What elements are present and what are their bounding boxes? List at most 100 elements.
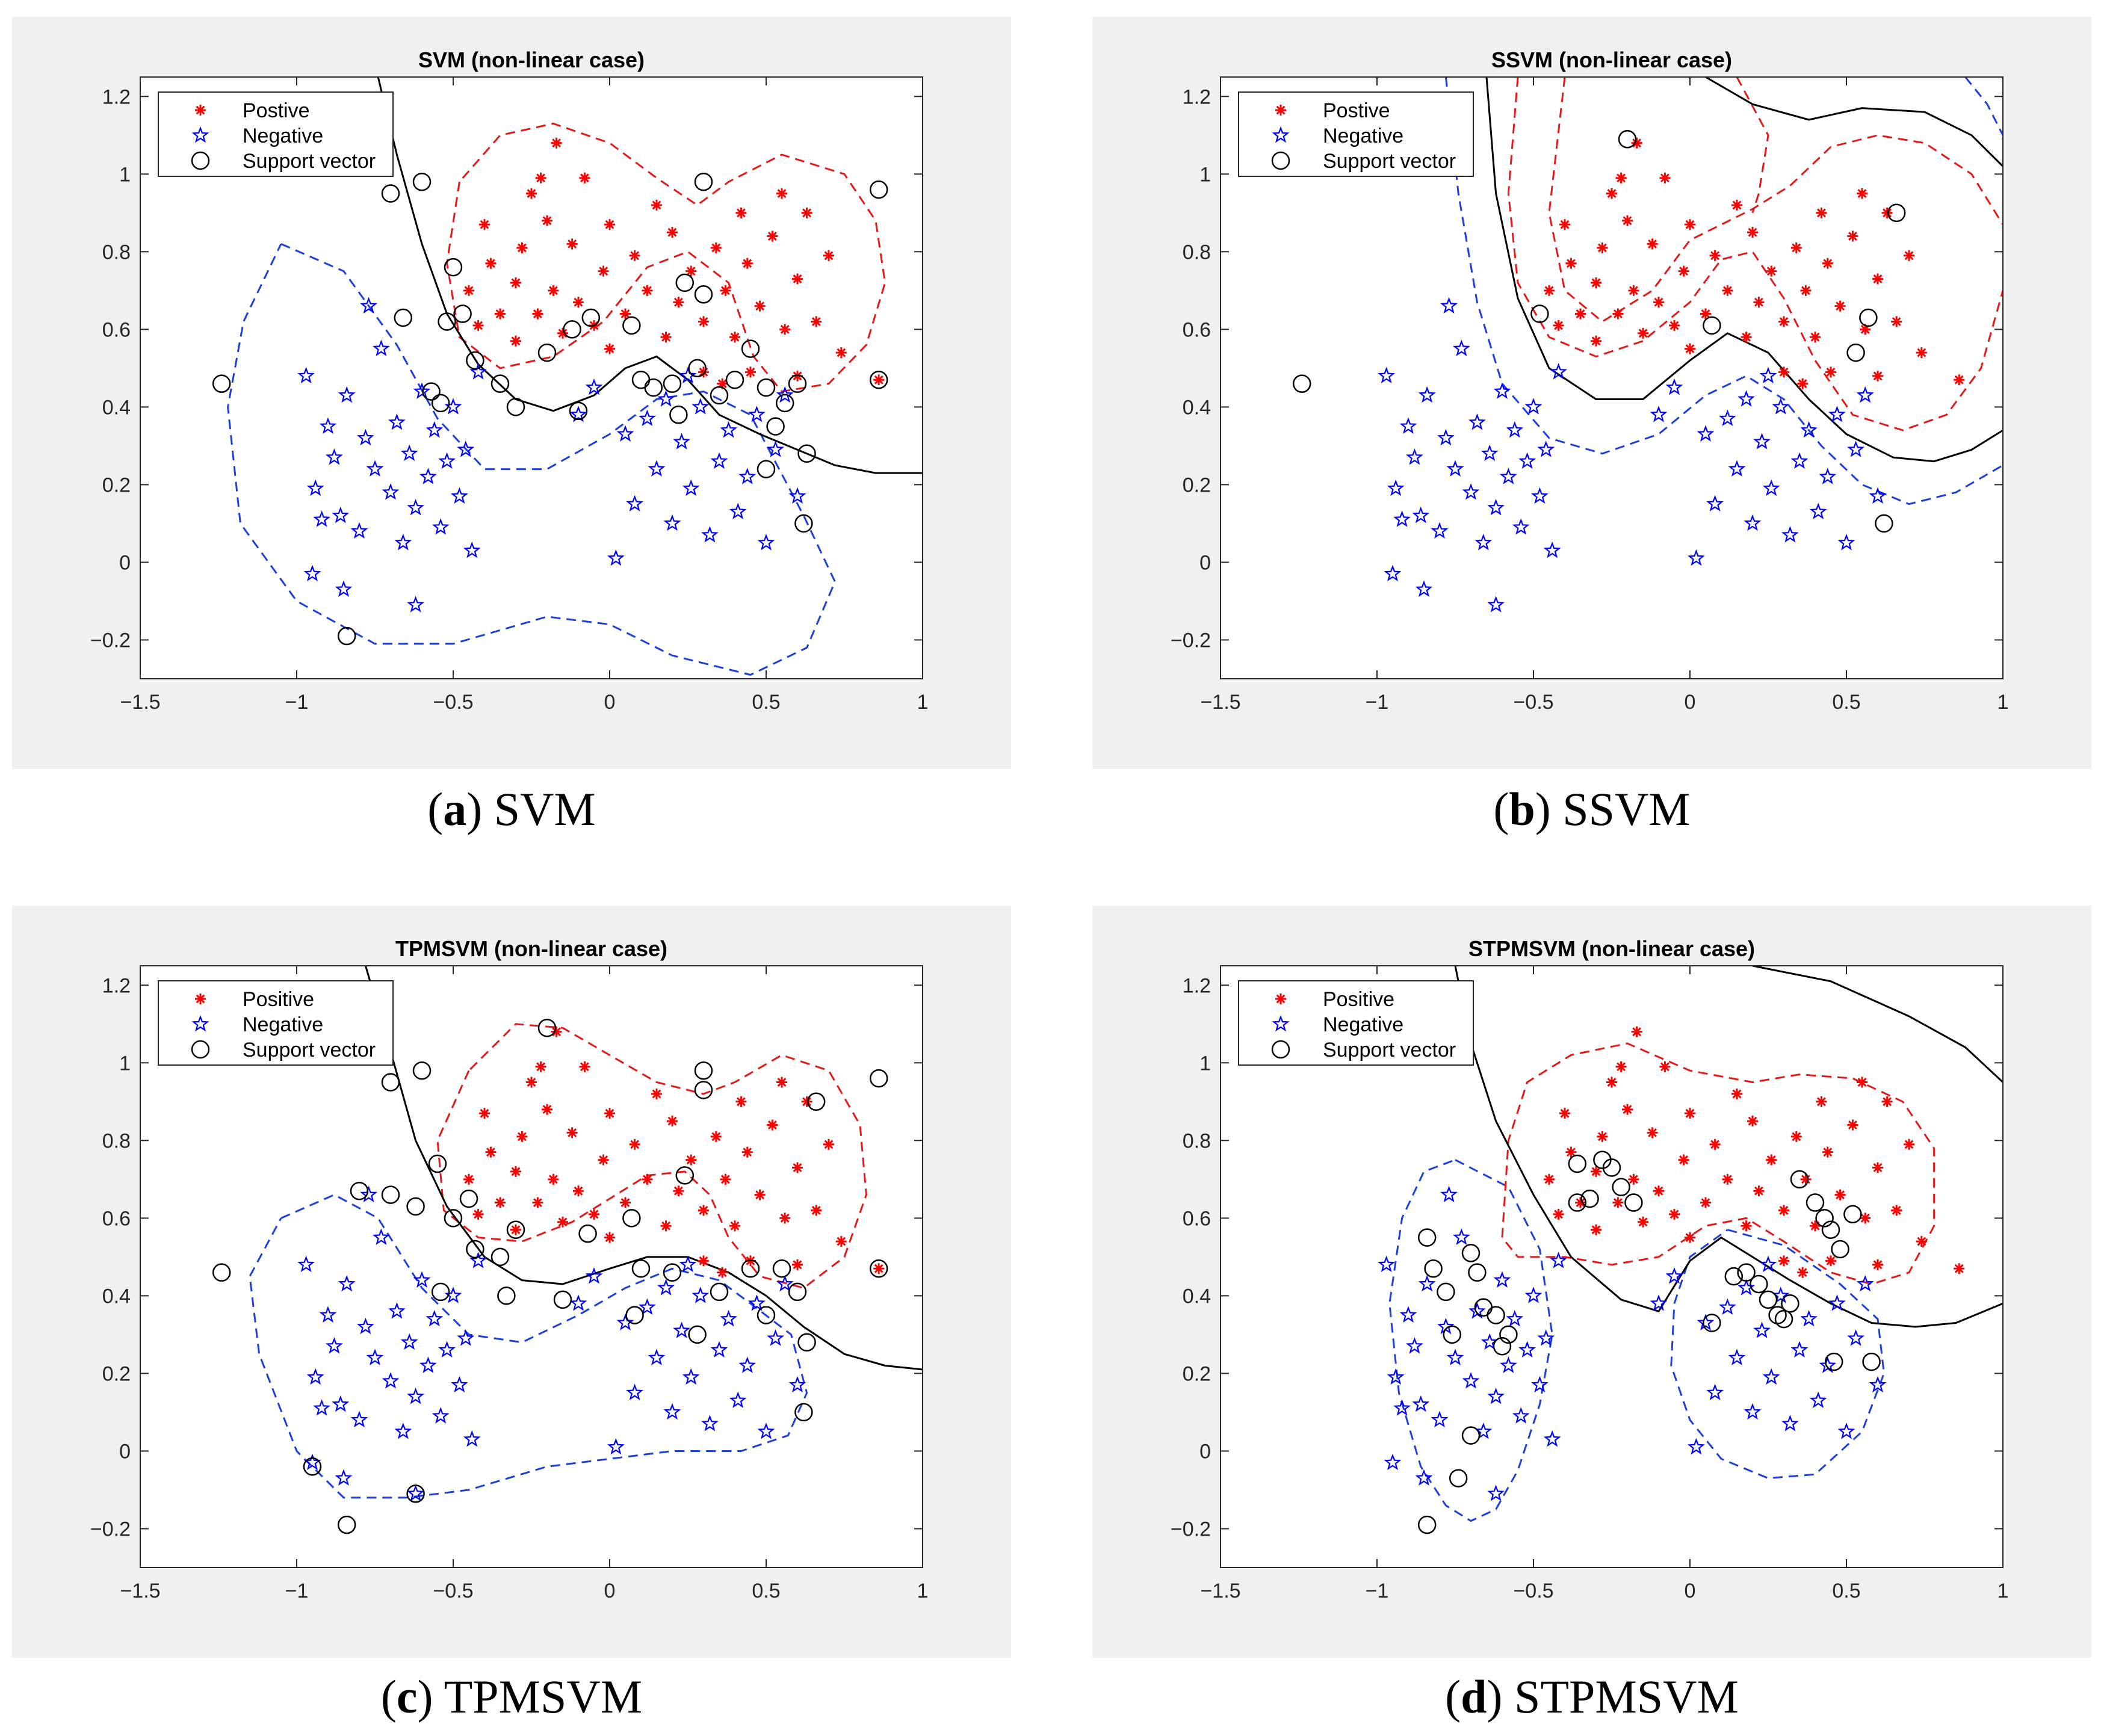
negative-point [1468, 1302, 1486, 1319]
x-tick-label: −1 [285, 1580, 309, 1602]
asterisk-stroke [568, 239, 577, 249]
legend-negative-marker [191, 126, 209, 143]
y-tick-label: 0.8 [102, 1129, 131, 1152]
asterisk-stroke [1748, 227, 1757, 237]
asterisk-stroke [1660, 1062, 1669, 1072]
caption-letter: a [443, 783, 467, 835]
support-vector [581, 308, 601, 327]
negative-point [1487, 1484, 1505, 1501]
negative-point [1828, 1294, 1846, 1311]
positive-point [1709, 1138, 1721, 1150]
asterisk-stroke [1904, 251, 1914, 261]
positive-point [801, 1096, 812, 1107]
negative-point [1393, 510, 1411, 527]
positive-point [1857, 1077, 1867, 1088]
support-vector [1724, 1267, 1744, 1286]
legend-label: Support vector [1323, 150, 1456, 173]
x-tick-label: −0.5 [433, 1580, 473, 1602]
positive-point [1647, 238, 1658, 250]
support-vector [394, 308, 413, 327]
support-vector [1750, 1274, 1768, 1294]
positive-point [1741, 332, 1752, 343]
positive-point [835, 347, 847, 359]
positive-point [1591, 277, 1601, 288]
y-tick-label: 0.8 [1183, 241, 1211, 264]
y-tick-label: 1 [119, 1052, 131, 1075]
chart-title: STPMSVM (non-linear case) [1468, 936, 1755, 961]
negative-point [1384, 564, 1402, 582]
positive-point [660, 332, 672, 343]
y-tick-label: 0.2 [102, 1362, 131, 1385]
positive-point [735, 1096, 747, 1107]
positive-point [463, 1173, 474, 1185]
positive-point [801, 207, 812, 218]
asterisk-stroke [1566, 1148, 1576, 1157]
support-vector [741, 1259, 760, 1278]
asterisk-stroke [1632, 1027, 1642, 1037]
support-vector [337, 1515, 356, 1534]
positive-point [472, 1208, 484, 1220]
y-tick-label: 0.2 [1183, 1362, 1211, 1385]
asterisk-stroke [1685, 1108, 1695, 1118]
positive-point [1722, 285, 1733, 296]
support-vector [669, 406, 688, 424]
positive-point [1628, 285, 1639, 296]
support-vector [869, 1259, 888, 1278]
negative-point [335, 1469, 353, 1486]
support-vector [694, 285, 713, 304]
x-tick-label: −1.5 [120, 1580, 160, 1602]
support-vector [563, 320, 581, 339]
positive-point [526, 188, 537, 199]
caption-d: (d) STPMSVM [1445, 1670, 1739, 1723]
positive-point [811, 1205, 822, 1216]
legend-label: Support vector [1323, 1039, 1456, 1061]
asterisk-stroke [1779, 1256, 1789, 1265]
legend-support-marker [1271, 151, 1290, 170]
negative-point [1837, 1422, 1855, 1439]
positive-point [510, 1166, 521, 1177]
asterisk-stroke [1766, 1155, 1776, 1165]
asterisk-stroke [1591, 336, 1601, 346]
positive-point [660, 1220, 672, 1232]
positive-point [1606, 188, 1617, 199]
y-tick-label: 1.2 [102, 974, 131, 997]
positive-point [573, 297, 584, 308]
asterisk-stroke [589, 1209, 599, 1219]
positive-point [472, 320, 484, 331]
asterisk-stroke [511, 278, 521, 288]
asterisk-stroke [517, 243, 527, 253]
x-tick-label: 1 [1997, 691, 2009, 714]
positive-point [1753, 297, 1765, 308]
support-vector [794, 1403, 813, 1422]
asterisk-stroke [1554, 321, 1564, 330]
plot-area [140, 966, 923, 1568]
support-vector [1424, 1259, 1443, 1278]
asterisk-stroke [1779, 367, 1789, 377]
negative-margin-curve [1964, 77, 2003, 136]
negative-point [463, 1430, 481, 1447]
negative-point [569, 1294, 587, 1311]
asterisk-stroke [767, 232, 777, 241]
support-vector [350, 1181, 369, 1200]
negative-point [1688, 549, 1705, 566]
support-vector [1468, 1263, 1487, 1282]
asterisk-stroke [1554, 1209, 1564, 1219]
asterisk-stroke [548, 1175, 558, 1184]
x-tick-label: 1 [917, 1580, 929, 1602]
support-vector [1530, 304, 1549, 323]
negative-point [419, 1356, 437, 1373]
negative-point [738, 1356, 757, 1373]
positive-point [642, 285, 653, 296]
positive-point [720, 1173, 731, 1185]
negative-point [1847, 440, 1864, 457]
negative-point [306, 479, 324, 496]
negative-point [332, 506, 350, 524]
support-vector [1862, 1352, 1881, 1371]
asterisk-stroke [780, 324, 790, 334]
support-vector [1821, 1220, 1840, 1239]
positive-point [1825, 1255, 1836, 1267]
negative-point [1481, 1333, 1499, 1350]
positive-point [510, 335, 521, 347]
asterisk-stroke [1276, 105, 1286, 115]
asterisk-stroke [793, 1163, 802, 1172]
